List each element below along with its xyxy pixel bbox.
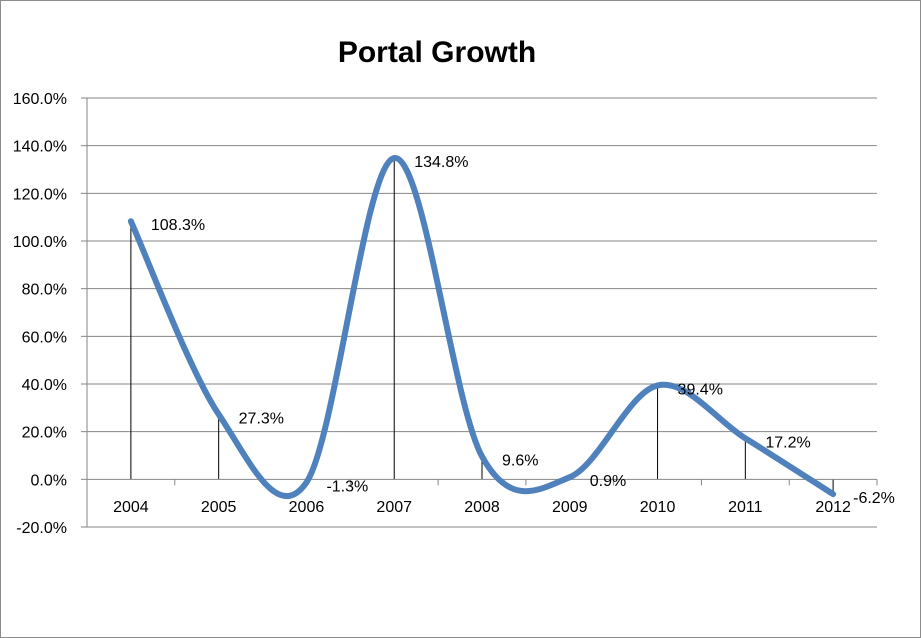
- data-label-2004: 108.3%: [151, 217, 205, 234]
- data-labels: 108.3% 27.3% -1.3% 134.8% 9.6% 0.9% 39.4% 17.2%…: [151, 154, 895, 507]
- data-label-2012: -6.2%: [853, 490, 895, 507]
- x-tick-label-2010: 2010: [640, 499, 676, 516]
- x-tick-label-2012: 2012: [815, 499, 851, 516]
- series-line-group: [127, 155, 837, 500]
- series-line: [127, 155, 837, 500]
- y-tick-label-7: 120.0%: [13, 186, 67, 203]
- x-tick-label-2009: 2009: [552, 499, 588, 516]
- y-tick-label-4: 60.0%: [22, 329, 67, 346]
- data-label-2008: 9.6%: [502, 452, 538, 469]
- x-tick-label-2004: 2004: [113, 499, 149, 516]
- x-tick-label-2006: 2006: [289, 499, 325, 516]
- data-label-2011: 17.2%: [765, 434, 810, 451]
- x-axis-ticks: 2004 2005 2006 2007 2008 2009 2010 2011 2012: [86, 479, 878, 516]
- y-tick-label-0: -20.0%: [16, 520, 67, 537]
- x-tick-label-2011: 2011: [728, 499, 763, 516]
- data-label-2005: 27.3%: [239, 410, 284, 427]
- chart-title: Portal Growth: [338, 36, 536, 69]
- data-label-2007: 134.8%: [414, 154, 468, 171]
- x-tick-label-2007: 2007: [376, 499, 412, 516]
- x-tick-label-2005: 2005: [201, 499, 237, 516]
- axes: [86, 98, 877, 527]
- data-label-2006: -1.3%: [326, 478, 368, 495]
- y-tick-label-2: 20.0%: [22, 425, 67, 442]
- y-tick-label-3: 40.0%: [22, 377, 67, 394]
- x-tick-label-2008: 2008: [464, 499, 500, 516]
- data-label-2010: 39.4%: [678, 381, 723, 398]
- y-tick-label-5: 80.0%: [22, 282, 67, 299]
- y-tick-label-8: 140.0%: [13, 139, 67, 156]
- y-axis-ticks: -20.0% 0.0% 20.0% 40.0% 60.0% 80.0% 100.0% 120.…: [13, 91, 87, 537]
- y-tick-label-9: 160.0%: [13, 91, 67, 108]
- y-tick-label-1: 0.0%: [31, 472, 67, 489]
- data-label-2009: 0.9%: [590, 473, 626, 490]
- y-tick-label-6: 100.0%: [13, 234, 67, 251]
